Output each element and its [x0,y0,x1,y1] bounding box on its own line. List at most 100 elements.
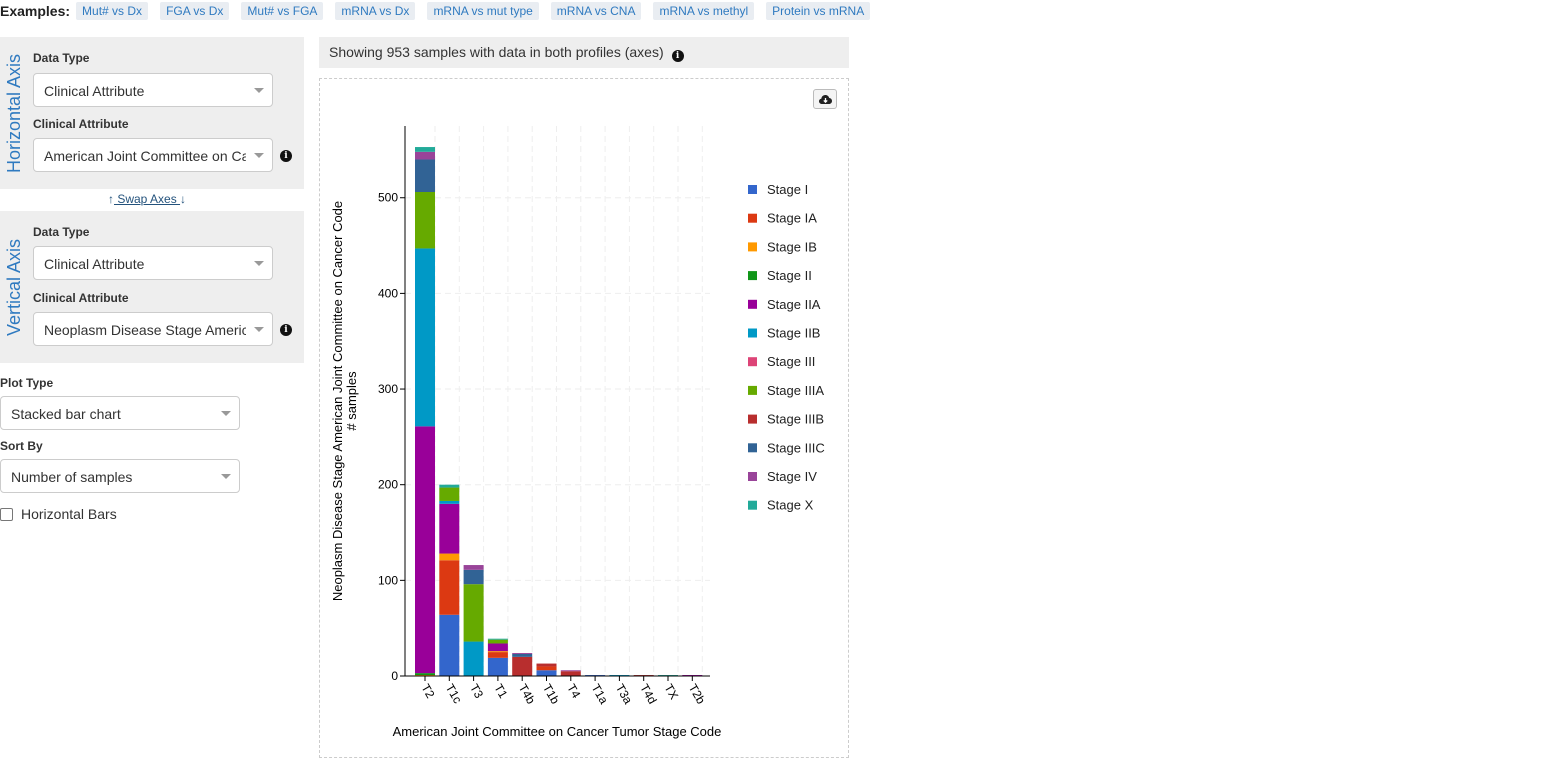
sort-by-select[interactable]: Number of samples [0,459,240,493]
bar-segment [439,614,460,676]
bar-segment [415,147,435,152]
chevron-down-icon [221,474,231,479]
x-tick-label: T4d [637,682,659,707]
legend-swatch [748,414,757,424]
bar-segment [439,560,460,615]
arrow-down-icon: ↓ [180,192,187,206]
chevron-down-icon [254,88,264,93]
x-tick-label: T1 [491,682,510,701]
example-mrna-vs-methyl[interactable]: mRNA vs methyl [653,1,755,20]
legend-label: Stage IIIA [767,383,824,398]
sort-by-label: Sort By [0,439,43,453]
vertical-data-type-select[interactable]: Clinical Attribute [33,246,273,280]
download-button[interactable] [813,89,837,109]
legend-swatch [748,185,757,194]
legend-swatch [748,385,757,395]
x-tick-label: TX [661,682,681,702]
bar-segment [560,671,581,676]
legend-swatch [748,213,757,223]
chevron-down-icon [221,411,231,416]
bar-segment [439,503,460,554]
chevron-down-icon [254,153,264,158]
bar-segment [415,151,435,160]
bar-segment [439,487,460,501]
horizontal-bars-checkbox[interactable] [0,507,13,521]
vertical-axis-panel: Vertical Axis Data Type Clinical Attribu… [0,211,304,363]
y-tick-label: 200 [378,478,398,492]
example-mrna-vs-mut-type[interactable]: mRNA vs mut type [427,1,539,20]
bar-segment [536,663,557,667]
plot-type-label: Plot Type [0,376,54,390]
example-fga-vs-dx[interactable]: FGA vs Dx [160,1,230,20]
legend-swatch [748,500,757,510]
x-tick-label: T1b [540,682,563,707]
legend-label: Stage IB [767,239,817,254]
horizontal-bars-option: Horizontal Bars [0,506,117,522]
plot-container [319,78,849,758]
legend-swatch [748,328,757,338]
bar-segment [439,500,460,504]
bar-segment [463,565,484,570]
info-circle-icon[interactable]: i [280,150,292,162]
x-tick-label: T2 [418,682,437,701]
swap-axes-button[interactable]: ↑ Swap Axes ↓ [108,192,187,206]
example-mut-vs-dx[interactable]: Mut# vs Dx [76,1,149,20]
legend-swatch [748,299,757,309]
example-mut-vs-fga[interactable]: Mut# vs FGA [241,1,324,20]
bar-segment [512,656,533,676]
legend-label: Stage IIIB [767,412,824,427]
examples-label: Examples: [0,2,71,19]
horizontal-attribute-label: Clinical Attribute [33,117,129,131]
legend-swatch [748,242,757,252]
examples-bar: Examples: Mut# vs Dx FGA vs Dx Mut# vs F… [0,0,882,21]
plot-type-select[interactable]: Stacked bar chart [0,396,240,430]
horizontal-attribute-select[interactable]: American Joint Committee on Cancer Tumor… [33,138,273,172]
bar-segment [487,657,508,676]
legend-swatch [748,357,757,367]
bar-segment [487,638,508,640]
x-axis-title: American Joint Committee on Cancer Tumor… [393,724,722,739]
example-mrna-vs-cna[interactable]: mRNA vs CNA [550,1,642,20]
x-tick-label: T3a [613,682,636,707]
horizontal-data-type-select[interactable]: Clinical Attribute [33,73,273,107]
bar-segment [463,584,484,642]
example-mrna-vs-dx[interactable]: mRNA vs Dx [335,1,416,20]
x-tick-label: T1c [443,682,465,706]
legend-swatch [748,271,757,281]
y-axis-subtitle: # samples [344,371,359,431]
info-circle-icon[interactable]: i [280,324,292,336]
bar-segment [487,652,508,658]
bar-segment [487,639,508,644]
bar-segment [415,673,435,676]
bar-segment [463,569,484,585]
x-tick-label: T1a [589,682,612,707]
example-protein-vs-mrna[interactable]: Protein vs mRNA [766,1,871,20]
legend-label: Stage IIB [767,326,820,341]
horizontal-axis-panel: Horizontal Axis Data Type Clinical Attri… [0,37,304,189]
info-circle-icon[interactable]: i [671,50,684,62]
y-tick-label: 500 [378,191,398,205]
vertical-attribute-label: Clinical Attribute [33,291,129,305]
sample-count-info: Showing 953 samples with data in both pr… [319,37,849,68]
legend-label: Stage I [767,182,808,197]
bar-segment [512,653,533,654]
chevron-down-icon [254,261,264,266]
arrow-up-icon: ↑ [108,192,114,206]
bar-segment [512,654,533,657]
vertical-attribute-select[interactable]: Neoplasm Disease Stage American Joint Co… [33,312,273,346]
x-tick-label: T4 [564,682,583,701]
bar-segment [487,643,508,652]
legend-swatch [748,443,757,453]
bar-segment [439,553,460,561]
bar-segment [415,426,435,674]
legend-label: Stage IIIC [767,440,825,455]
legend-label: Stage X [767,498,814,513]
bar-segment [487,651,508,653]
bar-segment [415,248,435,427]
bar-segment [560,670,581,672]
bar-segment [536,666,557,671]
y-tick-label: 0 [391,669,398,683]
y-axis-title: Neoplasm Disease Stage American Joint Co… [330,201,345,601]
cloud-download-icon [819,95,832,104]
legend-label: Stage IIA [767,297,821,312]
